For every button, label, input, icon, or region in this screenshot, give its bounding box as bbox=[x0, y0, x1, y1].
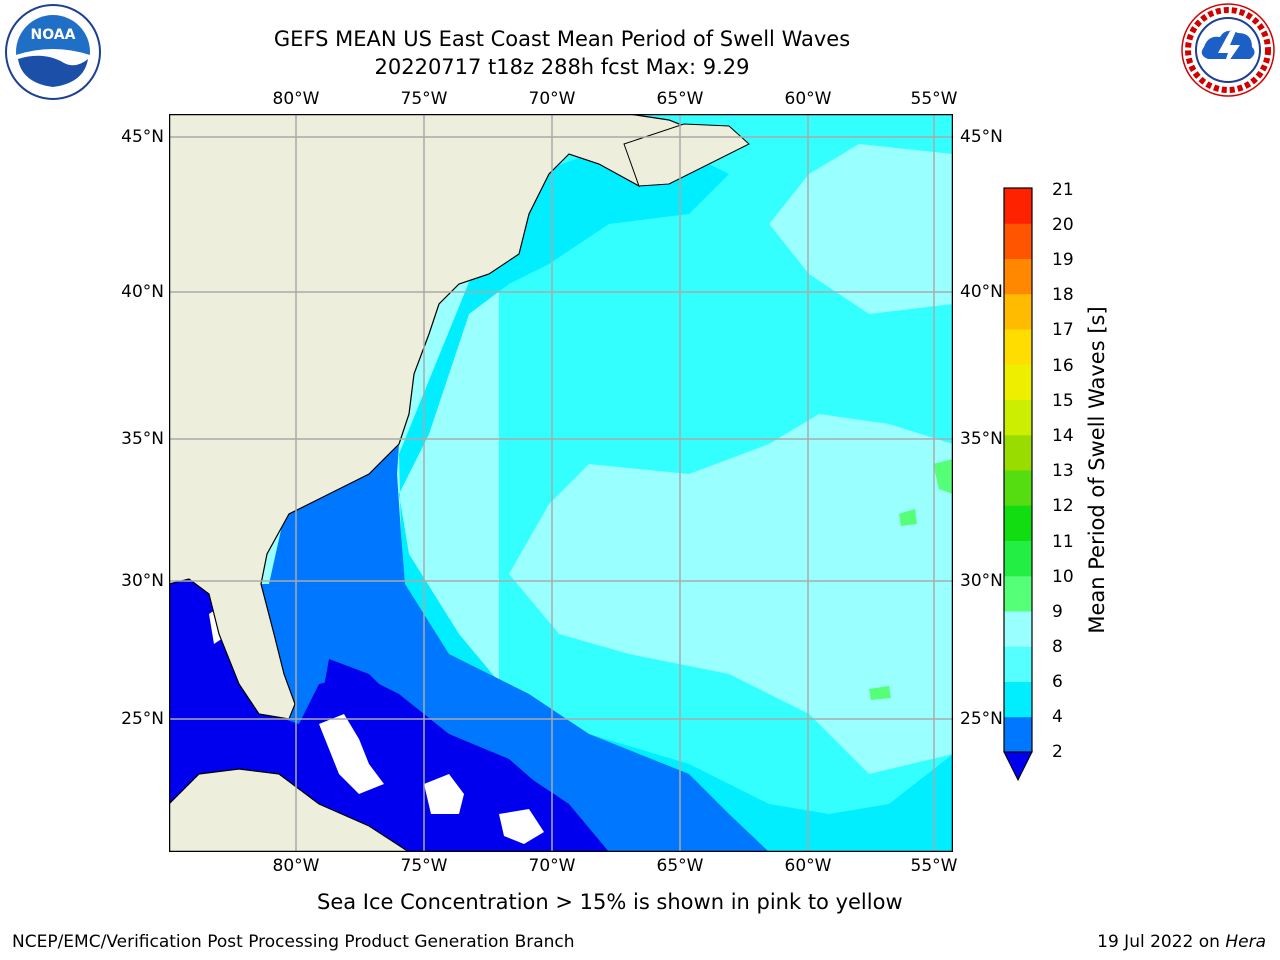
colorbar-label: 2 bbox=[1052, 742, 1063, 762]
colorbar-segment bbox=[1004, 223, 1032, 259]
mask-zone bbox=[209, 604, 544, 844]
colorbar-label: 10 bbox=[1052, 567, 1074, 587]
colorbar-extend-arrow bbox=[1003, 751, 1033, 782]
colorbar-border bbox=[1003, 187, 1033, 753]
sea-ice-footnote: Sea Ice Concentration > 15% is shown in … bbox=[317, 890, 903, 914]
newfoundland-coast bbox=[623, 123, 750, 187]
ocean-deep-zone-bahamas bbox=[319, 659, 569, 852]
colorbar-label: 14 bbox=[1052, 426, 1074, 446]
footer-organization: NCEP/EMC/Verification Post Processing Pr… bbox=[12, 932, 575, 952]
colorbar-segment bbox=[1004, 611, 1032, 647]
colorbar bbox=[1003, 187, 1033, 782]
colorbar-label: 12 bbox=[1052, 496, 1074, 516]
colorbar-label: 6 bbox=[1052, 672, 1063, 692]
lat-tick-left: 45°N bbox=[121, 127, 164, 147]
colorbar-label: 17 bbox=[1052, 320, 1074, 340]
lon-tick-top: 60°W bbox=[784, 89, 832, 109]
colorbar-segment bbox=[1004, 470, 1032, 506]
colorbar-label: 20 bbox=[1052, 215, 1074, 235]
colorbar-segment bbox=[1004, 258, 1032, 295]
colorbar-segment bbox=[1004, 540, 1032, 577]
lon-tick-bottom: 80°W bbox=[272, 856, 320, 876]
colorbar-label: 21 bbox=[1052, 180, 1074, 200]
noaa-logo: NOAA bbox=[5, 4, 101, 100]
lat-tick-right: 45°N bbox=[960, 127, 1003, 147]
ocean-cyan-zone bbox=[499, 114, 953, 852]
colorbar-segment bbox=[1004, 646, 1032, 682]
map-subtitle: 20220717 t18z 288h fcst Max: 9.29 bbox=[374, 55, 750, 79]
lon-tick-bottom: 65°W bbox=[656, 856, 704, 876]
colorbar-segment bbox=[1004, 364, 1032, 400]
map-title: GEFS MEAN US East Coast Mean Period of S… bbox=[273, 27, 851, 51]
map-border bbox=[169, 114, 953, 852]
lat-tick-left: 30°N bbox=[121, 571, 164, 591]
lat-tick-left: 40°N bbox=[121, 282, 164, 302]
lon-tick-bottom: 75°W bbox=[400, 856, 448, 876]
lat-tick-right: 30°N bbox=[960, 571, 1003, 591]
lat-tick-right: 40°N bbox=[960, 282, 1003, 302]
colorbar-label: 18 bbox=[1052, 285, 1074, 305]
colorbar-label: 8 bbox=[1052, 637, 1063, 657]
lon-tick-top: 65°W bbox=[656, 89, 704, 109]
svg-text:NOAA: NOAA bbox=[31, 27, 76, 43]
colorbar-label: 11 bbox=[1052, 532, 1074, 552]
colorbar-label: 19 bbox=[1052, 250, 1074, 270]
lon-tick-bottom: 70°W bbox=[528, 856, 576, 876]
colorbar-label: 9 bbox=[1052, 602, 1063, 622]
swell-period-map bbox=[169, 114, 953, 852]
lat-tick-left: 25°N bbox=[121, 709, 164, 729]
lon-tick-top: 55°W bbox=[910, 89, 958, 109]
colorbar-segment bbox=[1004, 293, 1032, 330]
lat-tick-right: 35°N bbox=[960, 429, 1003, 449]
lon-tick-bottom: 60°W bbox=[784, 856, 832, 876]
colorbar-title: Mean Period of Swell Waves [s] bbox=[1085, 306, 1109, 634]
footer-host: Hera bbox=[1225, 932, 1266, 952]
colorbar-label: 16 bbox=[1052, 356, 1074, 376]
lon-tick-top: 70°W bbox=[528, 89, 576, 109]
colorbar-segment bbox=[1004, 188, 1032, 224]
colorbar-label: 13 bbox=[1052, 461, 1074, 481]
colorbar-segment bbox=[1004, 434, 1032, 471]
green-patch bbox=[869, 459, 953, 700]
lat-tick-right: 25°N bbox=[960, 709, 1003, 729]
map-canvas bbox=[169, 114, 953, 852]
cuba bbox=[169, 768, 411, 852]
colorbar-segment bbox=[1004, 681, 1032, 718]
lon-tick-bottom: 55°W bbox=[910, 856, 958, 876]
footer-date-host: 19 Jul 2022 on Hera bbox=[1097, 932, 1266, 952]
footer-date: 19 Jul 2022 on bbox=[1097, 932, 1226, 952]
lon-tick-top: 80°W bbox=[272, 89, 320, 109]
colorbar-segment bbox=[1004, 329, 1032, 365]
lat-tick-left: 35°N bbox=[121, 429, 164, 449]
colorbar-segments bbox=[1004, 188, 1032, 753]
colorbar-segment bbox=[1004, 399, 1032, 436]
colorbar-label: 4 bbox=[1052, 707, 1063, 727]
colorbar-label: 15 bbox=[1052, 391, 1074, 411]
colorbar-segment bbox=[1004, 716, 1032, 753]
grid-lines bbox=[169, 114, 953, 852]
national-weather-service-logo bbox=[1181, 3, 1275, 97]
lon-tick-top: 75°W bbox=[400, 89, 448, 109]
colorbar-segment bbox=[1004, 575, 1032, 612]
colorbar-segment bbox=[1004, 505, 1032, 541]
